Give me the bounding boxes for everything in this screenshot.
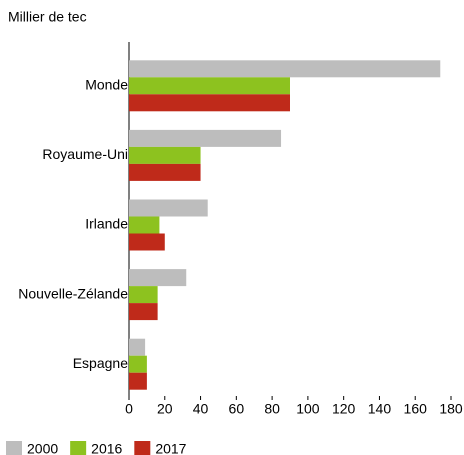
- legend-swatch: [70, 441, 87, 455]
- bar: [129, 146, 201, 164]
- x-tick-label: 180: [439, 401, 463, 417]
- x-tick-label: 100: [296, 401, 320, 417]
- legend-swatch: [6, 441, 22, 455]
- bar: [129, 355, 147, 373]
- x-tick-label: 60: [229, 401, 245, 417]
- legend-label: 2016: [91, 441, 122, 455]
- x-tick-label: 80: [264, 401, 280, 417]
- legend-label: 2000: [27, 441, 58, 455]
- category-label: Nouvelle-Zélande: [18, 285, 128, 301]
- bar: [129, 60, 441, 78]
- bar: [129, 233, 165, 251]
- bar: [129, 199, 208, 217]
- bar: [129, 303, 158, 321]
- legend-swatch: [134, 441, 151, 455]
- bar: [129, 129, 282, 147]
- bar: [129, 163, 201, 181]
- bar: [129, 338, 146, 356]
- x-tick-label: 40: [193, 401, 209, 417]
- x-tick-label: 20: [157, 401, 173, 417]
- category-label: Royaume-Uni: [42, 146, 128, 162]
- x-tick-label: 120: [332, 401, 356, 417]
- x-tick-label: 160: [404, 401, 428, 417]
- bar: [129, 77, 290, 95]
- x-tick-label: 0: [125, 401, 133, 417]
- category-label: Espagne: [73, 355, 128, 371]
- x-tick-label: 140: [368, 401, 392, 417]
- bar: [129, 94, 290, 112]
- legend-label: 2017: [155, 441, 186, 455]
- unit-label: Millier de tec: [8, 9, 87, 25]
- bar: [129, 216, 160, 234]
- bar: [129, 372, 147, 390]
- bar: [129, 286, 158, 304]
- category-label: Monde: [85, 77, 128, 93]
- bar: [129, 269, 187, 287]
- category-label: Irlande: [85, 216, 128, 232]
